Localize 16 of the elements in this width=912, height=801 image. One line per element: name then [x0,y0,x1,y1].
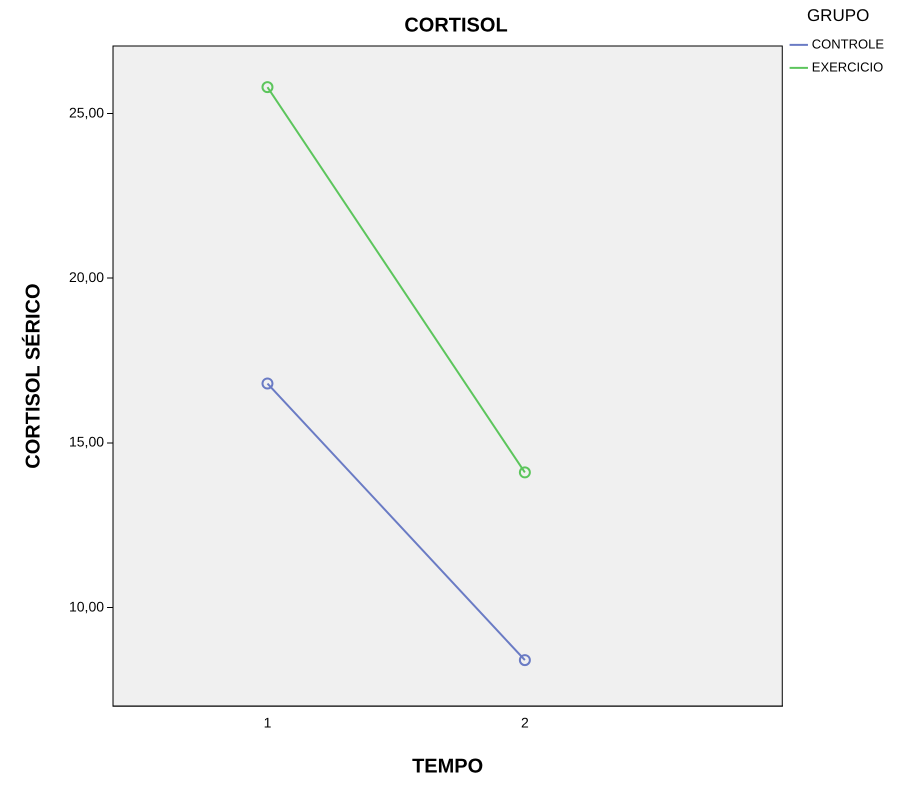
x-axis-title: TEMPO [412,756,484,778]
legend-title: GRUPO [806,6,870,26]
y-tick-label: 25,00 [68,104,104,120]
point [518,466,531,478]
x-tick-label: 2 [520,714,529,730]
point [261,81,274,94]
legend-label: EXERCICIO [812,59,884,74]
point [261,378,274,390]
chart-title: CORTISOL [404,14,508,37]
y-tick-label: 20,00 [68,269,104,285]
y-tick-label: 15,00 [68,434,104,450]
legend-label: CONTROLE [812,36,884,52]
y-axis-title: CORTISOL SÉRICO [22,283,45,469]
x-tick-label: 1 [264,714,272,730]
point [518,654,531,666]
y-tick-label: 10,00 [68,598,104,614]
